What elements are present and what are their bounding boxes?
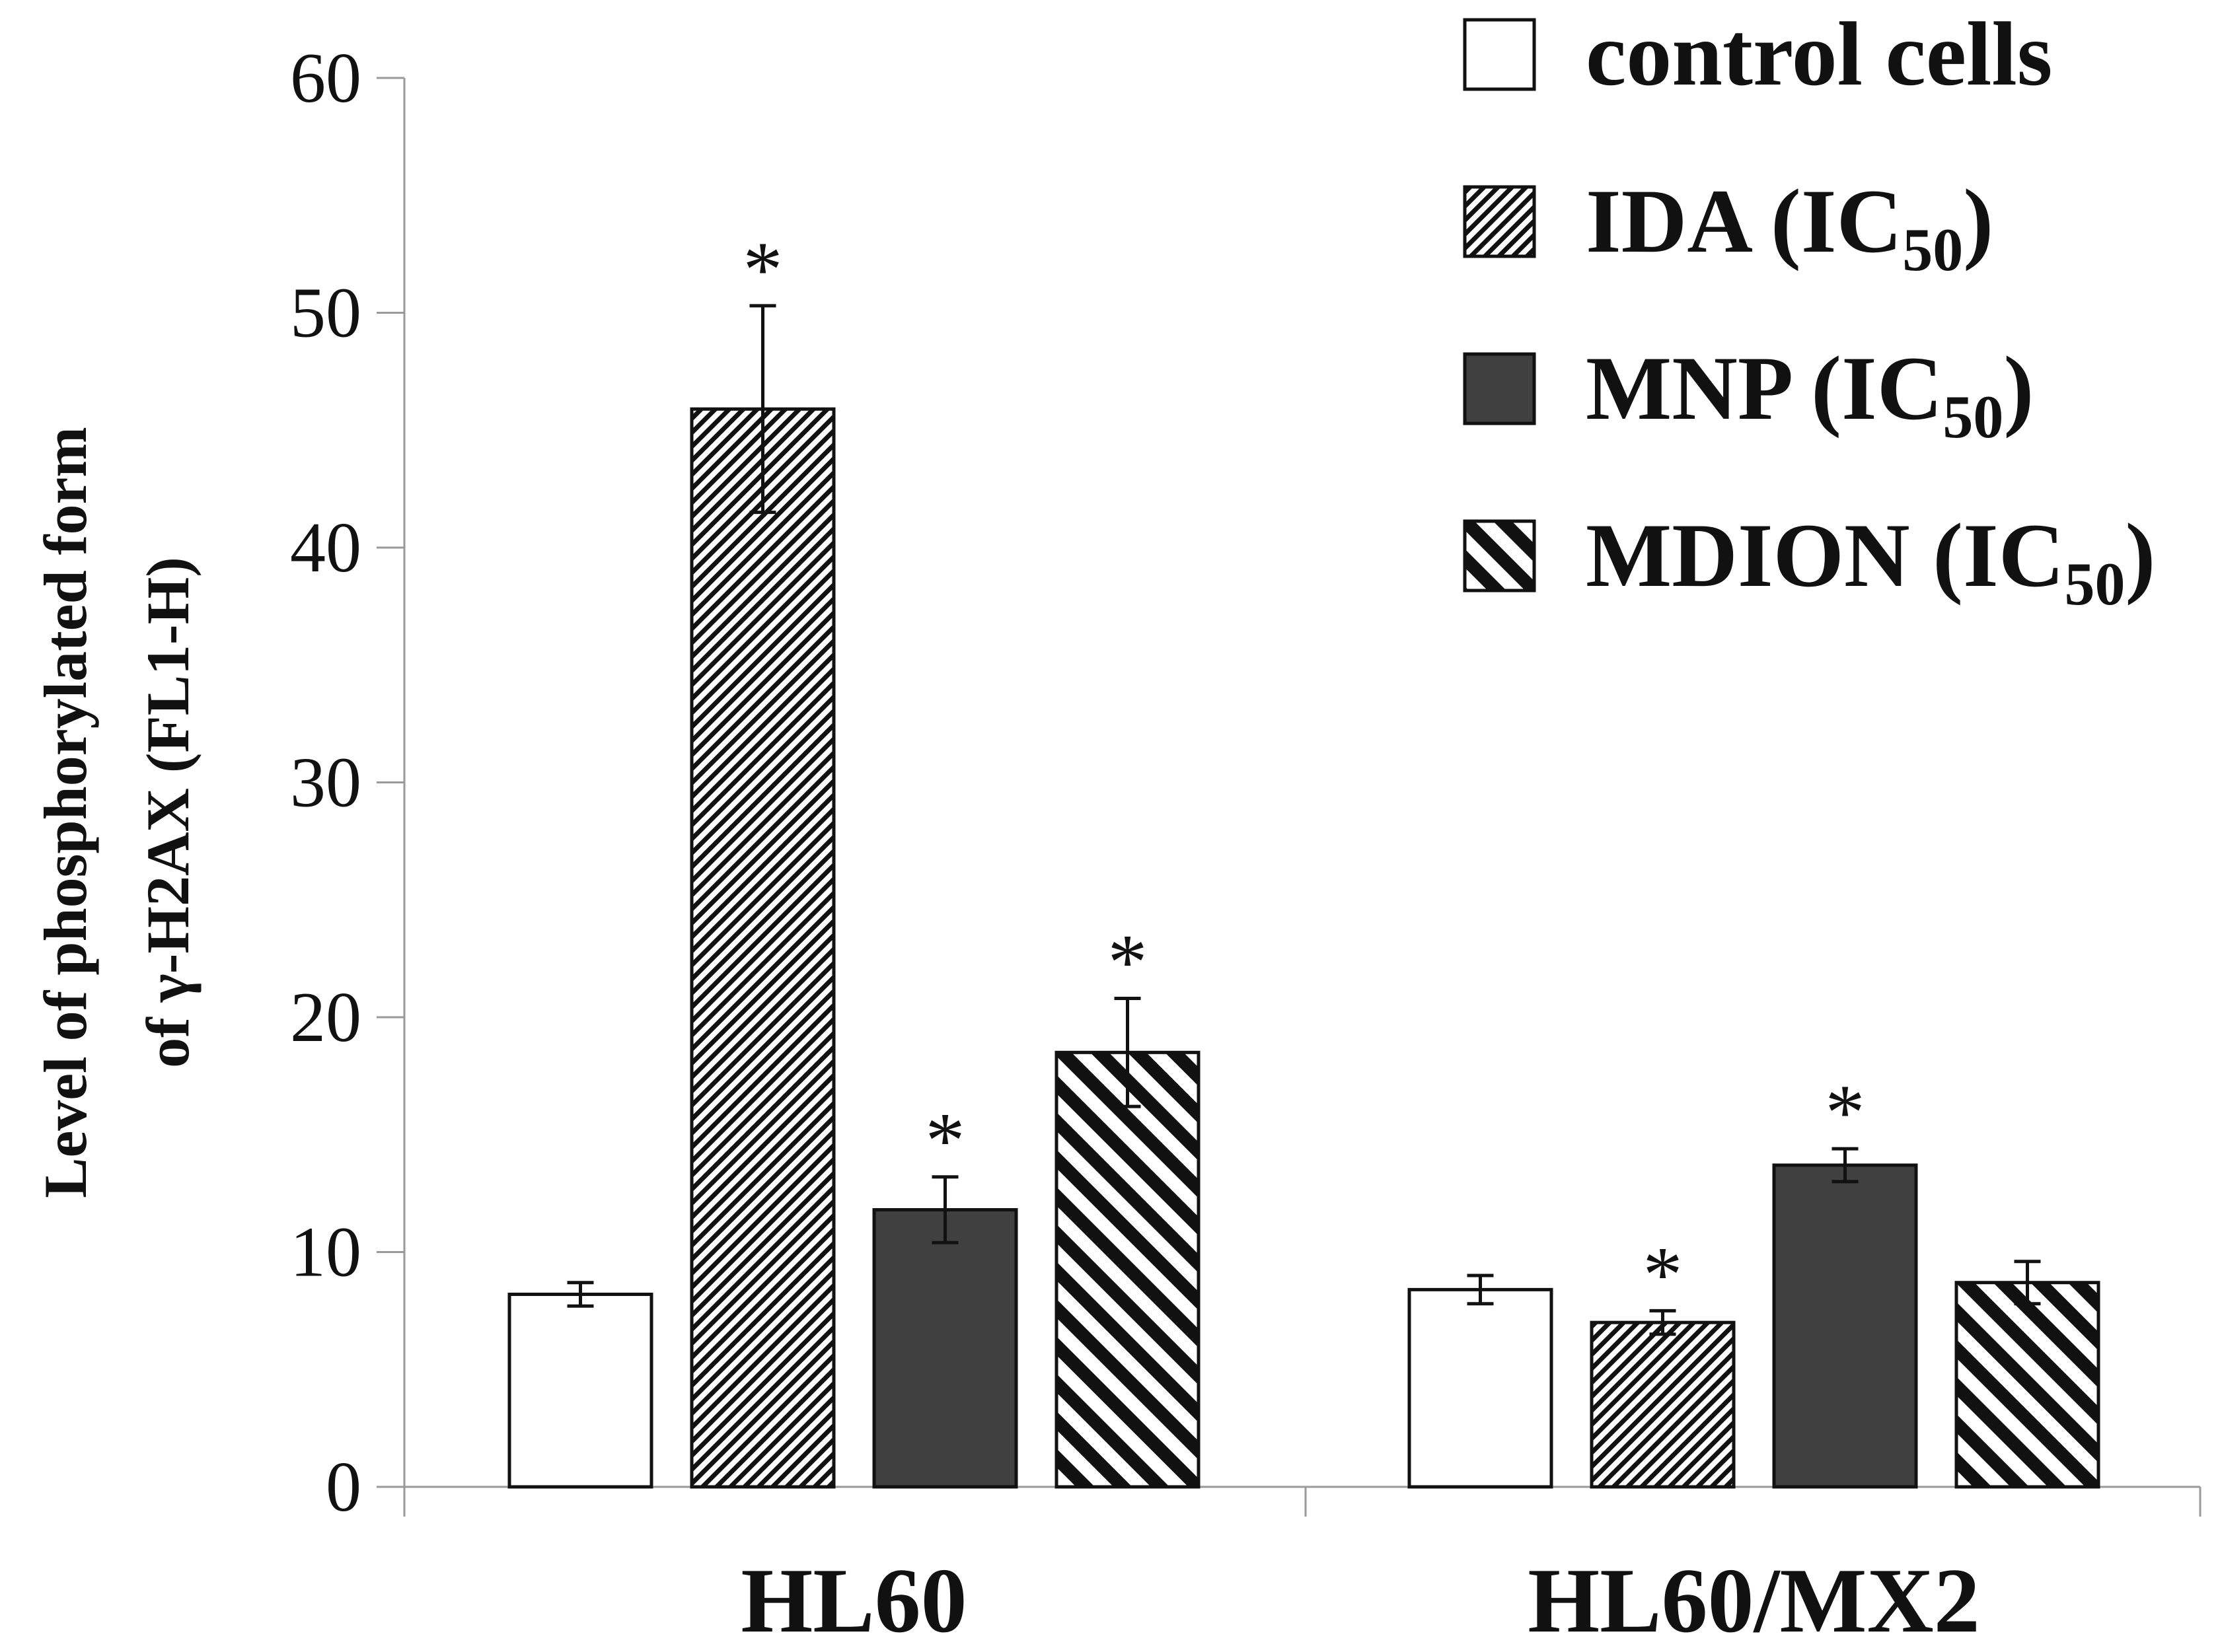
- legend-label: control cells: [1586, 3, 2052, 104]
- bar: [872, 1208, 1018, 1489]
- legend-swatch: [1463, 519, 1536, 593]
- legend: control cells IDA (IC50) MNP (IC50) MDION (…: [1463, 3, 2155, 618]
- bars: [507, 407, 2100, 1489]
- legend-label-subscript: 50: [1902, 216, 1963, 283]
- y-axis-tick-label: 0: [326, 1448, 361, 1526]
- y-axis-ticks: 0 10 20 30 40 50 60: [290, 39, 404, 1526]
- bar: [1772, 1163, 1918, 1489]
- legend-label-tail: ): [2125, 505, 2155, 606]
- legend-label: IDA (IC50): [1586, 170, 1993, 283]
- legend-label-subscript: 50: [2064, 550, 2125, 618]
- x-axis-category-labels: HL60 HL60/MX2: [741, 1550, 1980, 1652]
- significance-asterisk: *: [1643, 1230, 1683, 1318]
- axes: [403, 78, 2202, 1517]
- bar: [690, 407, 836, 1489]
- bar: [1590, 1320, 1736, 1489]
- y-axis-tick-label: 10: [290, 1213, 361, 1292]
- legend-swatch: [1463, 18, 1536, 91]
- y-axis-label: Level of phosphorylated form of γ-H2AX (…: [32, 427, 202, 1198]
- legend-swatch: [1463, 352, 1536, 425]
- legend-label-subscript: 50: [1942, 383, 2003, 450]
- y-axis-label-line-2: of γ-H2AX (FL1-H): [134, 557, 202, 1068]
- significance-asterisk: *: [743, 225, 783, 313]
- legend-label-tail: ): [2003, 338, 2034, 439]
- significance-asterisk: *: [1108, 918, 1148, 1006]
- y-axis-label-line-1: Level of phosphorylated form: [32, 427, 99, 1198]
- legend-label: MDION (IC50): [1586, 505, 2155, 618]
- error-bars: [567, 304, 2041, 1336]
- legend-swatch: [1463, 185, 1536, 258]
- significance-asterisk: *: [1826, 1068, 1865, 1156]
- bar: [1054, 1050, 1201, 1489]
- y-axis-tick-label: 50: [290, 274, 361, 353]
- bar: [1407, 1287, 1553, 1489]
- x-axis-category-label: HL60: [741, 1550, 967, 1652]
- y-axis-tick-label: 20: [290, 978, 361, 1057]
- significance-asterisk: *: [926, 1096, 965, 1184]
- y-axis-tick-label: 60: [290, 39, 361, 118]
- y-axis-tick-label: 30: [290, 744, 361, 822]
- legend-label: MNP (IC50): [1586, 338, 2034, 450]
- bar: [1954, 1281, 2100, 1489]
- significance-markers: * * * * *: [743, 225, 1865, 1318]
- bar: [507, 1292, 653, 1489]
- legend-label-tail: ): [1963, 170, 1993, 271]
- y-axis-tick-label: 40: [290, 509, 361, 587]
- x-axis-category-label: HL60/MX2: [1528, 1550, 1980, 1652]
